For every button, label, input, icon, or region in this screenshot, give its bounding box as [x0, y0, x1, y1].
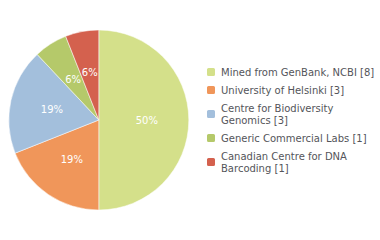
- svg-text:19%: 19%: [41, 104, 63, 115]
- svg-text:Genomics [3]: Genomics [3]: [221, 115, 288, 126]
- svg-text:Mined from GenBank, NCBI [8]: Mined from GenBank, NCBI [8]: [221, 67, 374, 78]
- svg-text:University of Helsinki [3]: University of Helsinki [3]: [221, 85, 344, 96]
- svg-text:Generic Commercial Labs [1]: Generic Commercial Labs [1]: [221, 133, 367, 144]
- svg-text:Barcoding [1]: Barcoding [1]: [221, 163, 289, 174]
- svg-text:6%: 6%: [82, 67, 98, 78]
- svg-text:6%: 6%: [65, 74, 81, 85]
- svg-text:19%: 19%: [61, 154, 83, 165]
- svg-text:50%: 50%: [136, 115, 158, 126]
- svg-text:Centre for Biodiversity: Centre for Biodiversity: [221, 103, 334, 114]
- svg-text:Canadian Centre for DNA: Canadian Centre for DNA: [221, 151, 347, 162]
